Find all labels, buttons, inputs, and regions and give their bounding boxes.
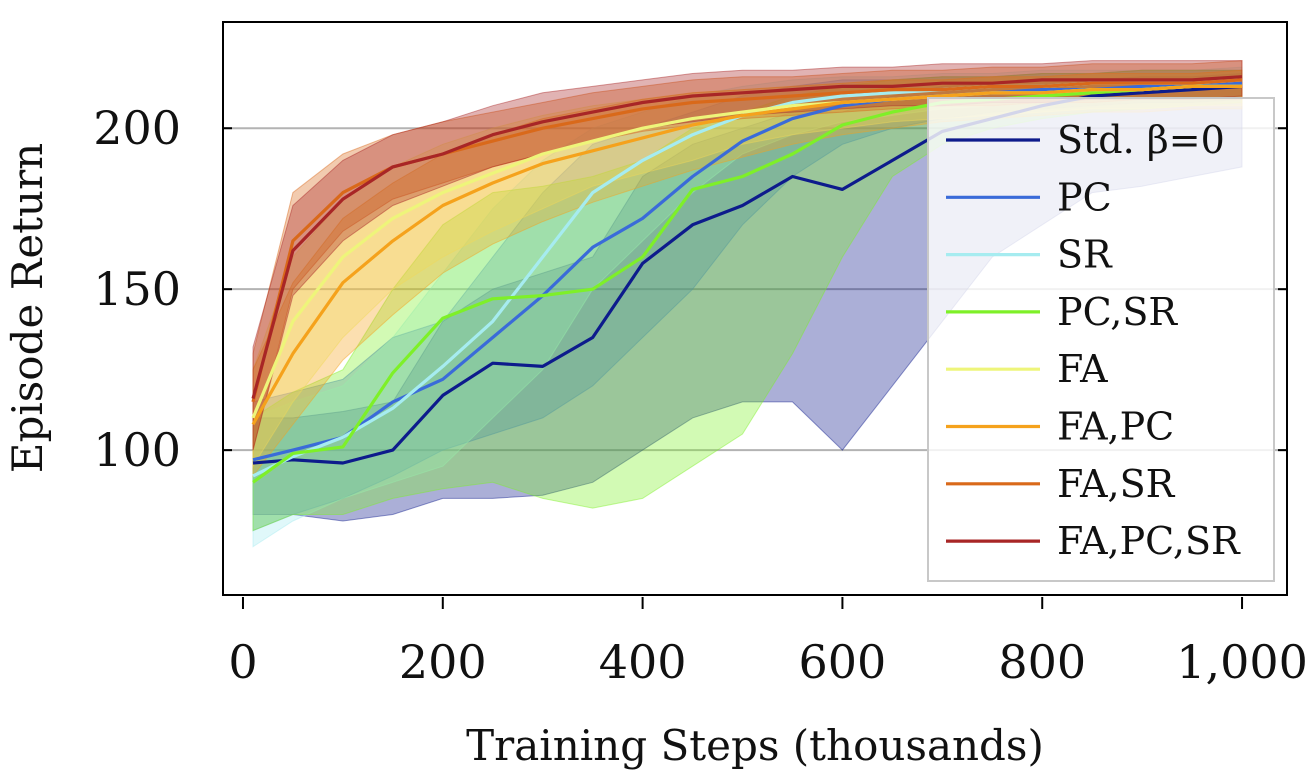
band-SR [252,66,1243,548]
plot-frame [222,21,1288,596]
legend-label: FA [1057,347,1108,391]
line-FA,PC [251,84,1242,426]
x-axis-title: Training Steps (thousands) [466,721,1044,770]
line-FA,PC,SR [251,75,1243,400]
axis-ticks: 100 150 200 0 200 400 600 800 1,000 [93,101,1308,689]
y-tick-label: 100 [93,423,181,477]
y-tick-label: 200 [93,101,181,155]
line-PC,SR [252,84,1242,484]
legend-label: PC,SR [1057,290,1178,334]
legend-box [927,97,1275,582]
legend-label: PC [1057,175,1112,219]
legend-label: FA,PC,SR [1057,519,1241,563]
series-lines [251,75,1243,484]
y-axis-title: Episode Return [3,143,52,473]
legend-label: FA,PC [1057,405,1174,449]
legend-label: FA,SR [1057,462,1176,506]
x-tick-label: 800 [998,635,1086,689]
legend-label: Std. β=0 [1057,118,1225,162]
x-tick-label: 0 [228,635,257,689]
x-tick-label: 200 [399,635,487,689]
y-tick-label: 150 [93,262,181,316]
legend-label: SR [1057,233,1113,277]
legend: Std. β=0 PC SR PC,SR FA FA,PC FA,SR FA,PC,SR [927,97,1275,582]
x-tick-label: 400 [599,635,687,689]
x-tick-label: 600 [799,635,887,689]
x-tick-label: 1,000 [1176,635,1308,689]
